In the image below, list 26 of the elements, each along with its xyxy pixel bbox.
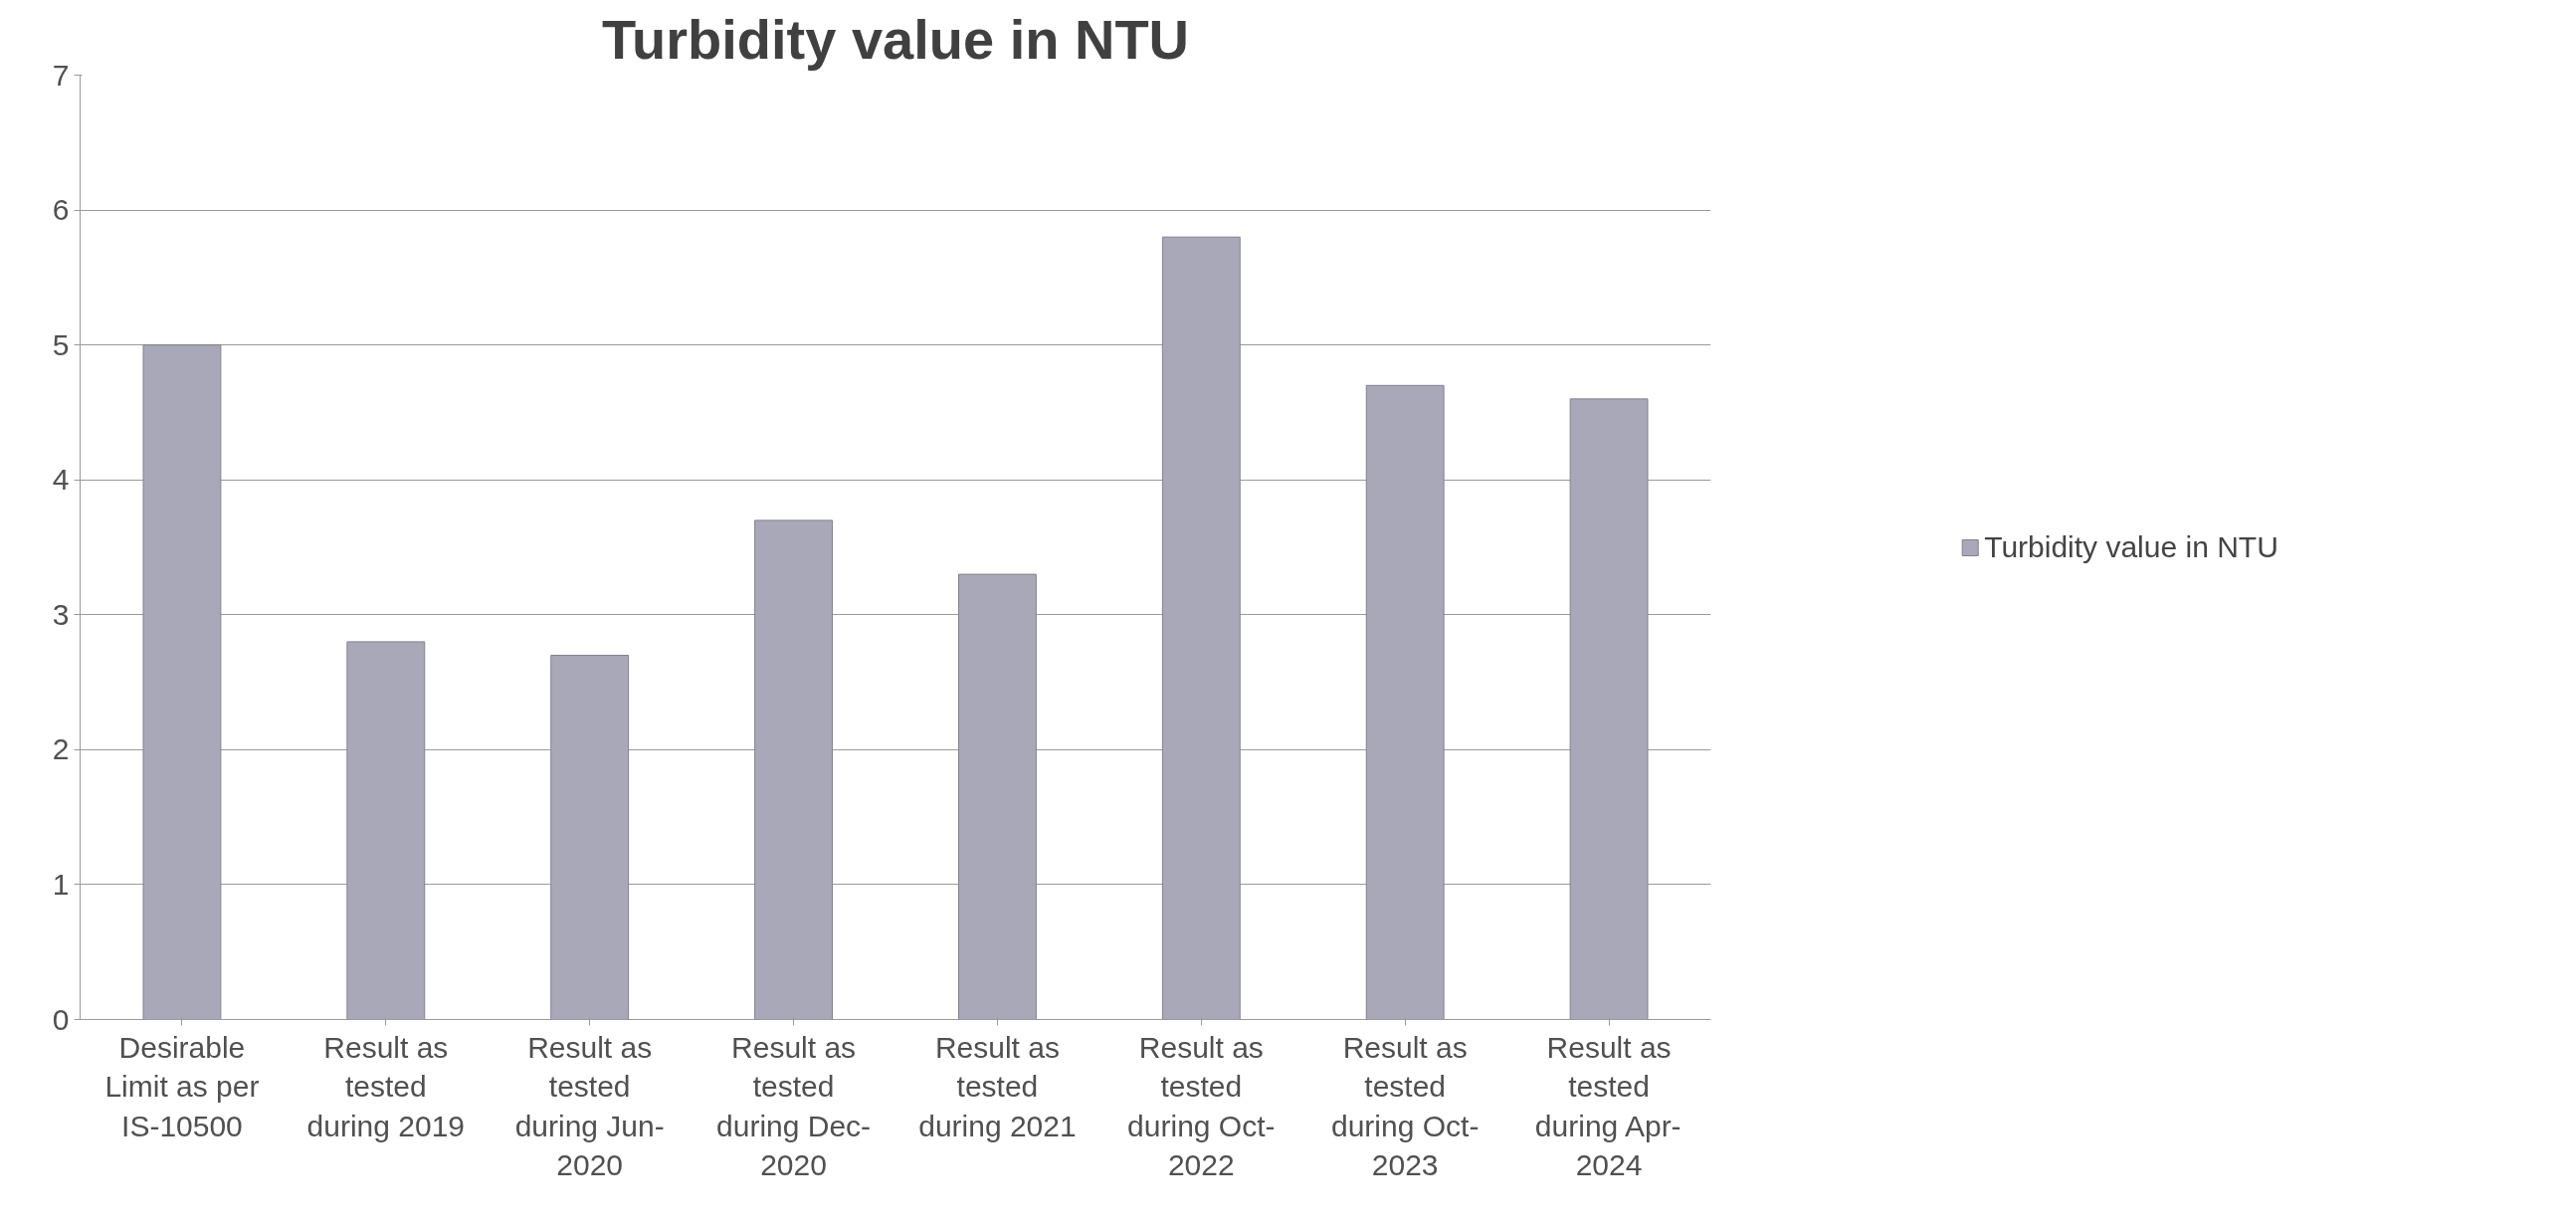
x-tick-label: Result as tested during Oct- 2022 [1127, 1030, 1276, 1182]
x-tick-label: Result as tested during 2019 [306, 1030, 466, 1142]
y-tick-label: 2 [52, 732, 70, 766]
bar [1365, 384, 1445, 1020]
x-tick-label: Result as tested during Jun- 2020 [514, 1030, 665, 1182]
x-tick-label: Result as tested during Dec- 2020 [716, 1030, 872, 1182]
bar [346, 641, 426, 1020]
bar [958, 573, 1037, 1020]
y-tick-label: 1 [52, 867, 70, 901]
bar [754, 519, 833, 1020]
bar [142, 344, 222, 1020]
y-tick-label: 6 [52, 193, 70, 227]
x-tick-label: Result as tested during Apr- 2024 [1534, 1030, 1682, 1182]
y-tick-label: 3 [52, 597, 70, 631]
y-tick-label: 0 [52, 1002, 70, 1036]
y-tick-label: 7 [52, 58, 70, 92]
x-tick-label: Result as tested during 2021 [918, 1030, 1077, 1142]
bar [1161, 236, 1241, 1020]
y-tick-label: 5 [52, 327, 70, 361]
bar [1569, 398, 1649, 1020]
y-tick-label: 4 [52, 463, 70, 497]
chart-title: Turbidity value in NTU [601, 7, 1190, 71]
bar [550, 654, 630, 1020]
x-tick-label: Result as tested during Oct- 2023 [1330, 1030, 1480, 1182]
x-tick-label: Desirable Limit as per IS-10500 [104, 1030, 260, 1142]
legend-label: Turbidity value in NTU [1984, 529, 2279, 564]
